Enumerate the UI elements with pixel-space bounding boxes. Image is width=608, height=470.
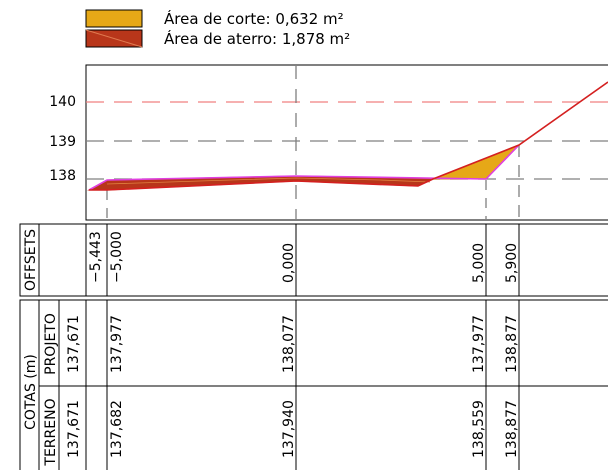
offsets-header: OFFSETS [23, 229, 39, 291]
terreno-label: TERRENO [43, 398, 59, 466]
profile-plot [85, 64, 608, 221]
legend-fill-swatch-diagonal [85, 29, 143, 48]
elevation-label-139: 139 [49, 134, 76, 150]
projeto-value: 137,977 [109, 315, 125, 373]
legend: Área de corte: 0,632 m² Área de aterro: … [85, 9, 350, 48]
legend-fill-label: Área de aterro: 1,878 m² [164, 29, 350, 48]
legend-cut-label: Área de corte: 0,632 m² [164, 9, 344, 28]
offset-value: −5,000 [109, 231, 125, 283]
elevation-label-138: 138 [49, 168, 76, 184]
cotas-table: COTAS (m) PROJETO TERRENO 137,671 137,97… [19, 299, 608, 470]
fill-area-hatch [106, 177, 431, 185]
terrain-line [89, 81, 608, 191]
cotas-header: COTAS (m) [23, 354, 39, 430]
offset-value: 5,000 [471, 243, 487, 283]
terreno-value: 138,559 [471, 400, 487, 458]
design-line [88, 144, 520, 191]
projeto-value: 137,671 [66, 315, 82, 373]
offsets-table: OFFSETS −5,443 −5,000 0,000 5,000 5,900 [19, 223, 608, 297]
projeto-value: 138,877 [504, 315, 520, 373]
terreno-value: 138,877 [504, 400, 520, 458]
plot-frame [85, 64, 608, 221]
elevation-labels: 140 139 138 [49, 94, 76, 184]
cotas-frame [19, 299, 608, 470]
terreno-value: 137,940 [281, 400, 297, 458]
projeto-value: 137,977 [471, 315, 487, 373]
elevation-label-140: 140 [49, 94, 76, 110]
terreno-value: 137,682 [109, 400, 125, 458]
terreno-value: 137,671 [66, 400, 82, 458]
offsets-frame [19, 223, 608, 297]
offset-value: −5,443 [88, 231, 104, 283]
projeto-label: PROJETO [43, 313, 59, 375]
offset-value: 5,900 [504, 243, 520, 283]
legend-cut-swatch [85, 9, 143, 28]
projeto-value: 138,077 [281, 315, 297, 373]
offset-value: 0,000 [281, 243, 297, 283]
